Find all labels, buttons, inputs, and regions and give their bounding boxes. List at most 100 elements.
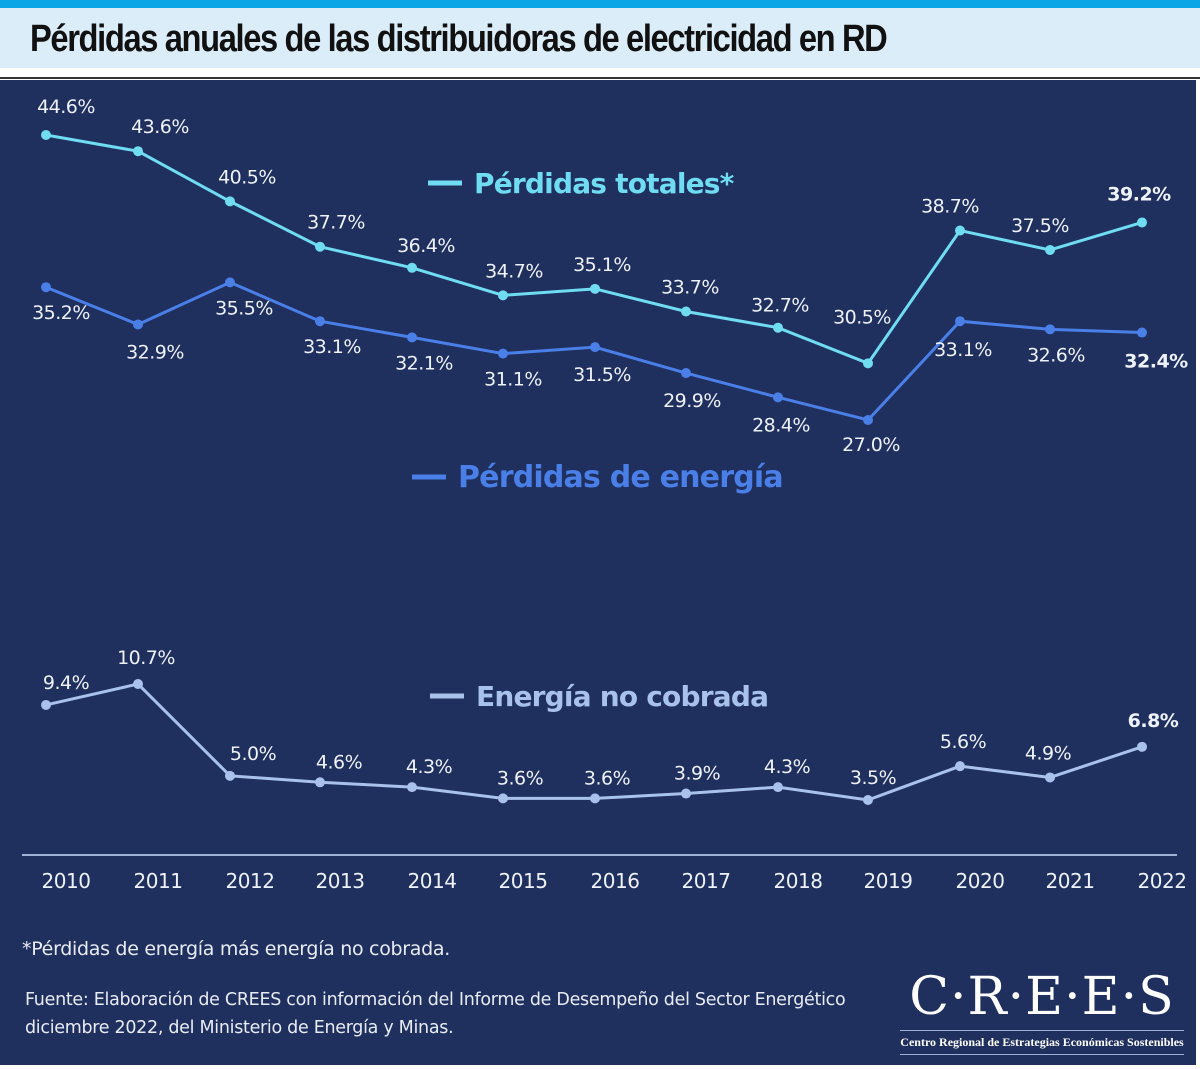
x-tick-2016: 2016 <box>591 869 640 893</box>
data-point-2015 <box>498 348 508 359</box>
legend-item-2: Pérdidas de energía <box>412 460 784 495</box>
x-tick-2017: 2017 <box>682 869 731 893</box>
data-point-2012 <box>225 196 235 207</box>
legend-item-1: Pérdidas totales* <box>428 167 735 200</box>
data-point-2011 <box>133 319 143 330</box>
data-point-2015 <box>498 793 508 804</box>
data-label-2012: 40.5% <box>218 166 276 188</box>
data-point-2010 <box>41 282 51 293</box>
x-tick-2019: 2019 <box>864 869 913 893</box>
data-label-2020: 5.6% <box>940 731 986 753</box>
data-label-2019: 30.5% <box>833 306 891 328</box>
data-label-2021: 4.9% <box>1025 742 1071 764</box>
chart-panel <box>0 80 1196 1065</box>
data-point-2015 <box>498 290 508 301</box>
source-line-2: diciembre 2022, del Ministerio de Energí… <box>25 1018 454 1038</box>
x-tick-2012: 2012 <box>226 869 275 893</box>
data-label-2015: 3.6% <box>497 767 543 789</box>
data-label-2022: 6.8% <box>1128 710 1179 732</box>
data-label-2012: 5.0% <box>230 743 276 765</box>
footnote: *Pérdidas de energía más energía no cobr… <box>22 938 450 960</box>
x-tick-2015: 2015 <box>499 869 548 893</box>
data-label-2019: 3.5% <box>850 767 896 789</box>
top-accent-bar <box>0 0 1200 8</box>
data-label-2020: 38.7% <box>921 196 979 218</box>
data-label-2016: 3.6% <box>584 767 630 789</box>
logo-rule-top <box>900 1030 1184 1031</box>
data-point-2012 <box>225 277 235 288</box>
data-label-2018: 4.3% <box>764 756 810 778</box>
data-point-2014 <box>407 782 417 793</box>
data-point-2010 <box>41 130 51 140</box>
data-point-2013 <box>315 777 325 788</box>
data-label-2020: 33.1% <box>934 339 992 361</box>
x-tick-labels: 2010 2011 2012 2013 2014 2015 2016 2017 2018 2019… <box>42 869 1187 893</box>
data-point-2020 <box>955 225 965 236</box>
data-point-2019 <box>863 415 873 425</box>
source-note: Fuente: Elaboración de CREES con informa… <box>25 986 905 1042</box>
x-tick-2014: 2014 <box>408 869 457 893</box>
data-label-2011: 10.7% <box>117 647 175 669</box>
data-label-2014: 4.3% <box>406 756 452 778</box>
data-point-2013 <box>315 316 325 327</box>
data-label-2016: 35.1% <box>573 254 631 276</box>
data-point-2017 <box>681 788 691 799</box>
data-point-2017 <box>681 306 691 317</box>
data-label-2018: 32.7% <box>751 295 809 317</box>
data-point-2011 <box>133 679 143 689</box>
data-label-2011: 43.6% <box>131 116 189 138</box>
x-tick-2022: 2022 <box>1138 869 1187 893</box>
data-point-2021 <box>1045 772 1055 783</box>
data-label-2021: 32.6% <box>1027 344 1085 366</box>
data-point-2014 <box>407 332 417 343</box>
data-point-2016 <box>590 793 600 804</box>
logo-wordmark: C·R·E·E·S <box>909 967 1175 1027</box>
data-point-2021 <box>1045 244 1055 255</box>
data-label-2013: 4.6% <box>316 751 362 773</box>
source-line-1: Fuente: Elaboración de CREES con informa… <box>25 990 846 1010</box>
data-point-2019 <box>863 358 873 369</box>
legend: Pérdidas totales* Pérdidas de energía Ener… <box>412 167 784 713</box>
data-label-2013: 37.7% <box>307 212 365 234</box>
x-tick-2020: 2020 <box>956 869 1005 893</box>
data-point-2022 <box>1137 327 1147 338</box>
data-point-2018 <box>773 392 783 403</box>
data-label-2010: 35.2% <box>32 302 90 324</box>
data-point-2011 <box>133 146 143 157</box>
x-tick-2018: 2018 <box>774 869 823 893</box>
data-point-2020 <box>955 761 965 772</box>
x-tick-2010: 2010 <box>42 869 91 893</box>
series-layer: 44.6% 43.6% 40.5% 37.7% 36.4% 34.7% 35.1% 33.7%… <box>32 96 1189 805</box>
data-label-2017: 29.9% <box>663 390 721 412</box>
x-tick-2011: 2011 <box>134 869 183 893</box>
data-point-2016 <box>590 342 600 353</box>
x-tick-2021: 2021 <box>1046 869 1095 893</box>
data-point-2022 <box>1137 217 1147 228</box>
data-label-2012: 35.5% <box>215 297 273 319</box>
data-label-2017: 33.7% <box>661 277 719 299</box>
data-label-2011: 32.9% <box>126 341 184 363</box>
data-point-2016 <box>590 283 600 294</box>
series-p-rdidas-de-energ-a: 35.2% 32.9% 35.5% 33.1% 32.1% 31.1% 31.5% 29.9%… <box>32 277 1189 456</box>
data-point-2020 <box>955 316 965 327</box>
data-point-2021 <box>1045 324 1055 335</box>
legend-label: Pérdidas de energía <box>458 460 783 495</box>
data-label-2010: 44.6% <box>37 96 95 118</box>
data-label-2016: 31.5% <box>573 364 631 386</box>
data-point-2010 <box>41 699 51 710</box>
data-label-2015: 31.1% <box>484 369 542 391</box>
data-point-2018 <box>773 322 783 333</box>
data-label-2017: 3.9% <box>674 763 720 785</box>
data-point-2022 <box>1137 741 1147 752</box>
series-p-rdidas-totales: 44.6% 43.6% 40.5% 37.7% 36.4% 34.7% 35.1% 33.7%… <box>37 96 1172 369</box>
logo-rule-bottom <box>900 1054 1184 1055</box>
logo-subtitle: Centro Regional de Estrategias Económica… <box>900 1035 1184 1049</box>
legend-item-3: Energía no cobrada <box>430 680 769 713</box>
page-title: Pérdidas anuales de las distribuidoras d… <box>30 18 888 60</box>
title-separator <box>0 77 1200 79</box>
data-point-2012 <box>225 770 235 781</box>
data-label-2021: 37.5% <box>1011 215 1069 237</box>
crees-logo: C·R·E·E·S Centro Regional de Estrategias… <box>900 968 1184 1058</box>
data-point-2018 <box>773 782 783 793</box>
